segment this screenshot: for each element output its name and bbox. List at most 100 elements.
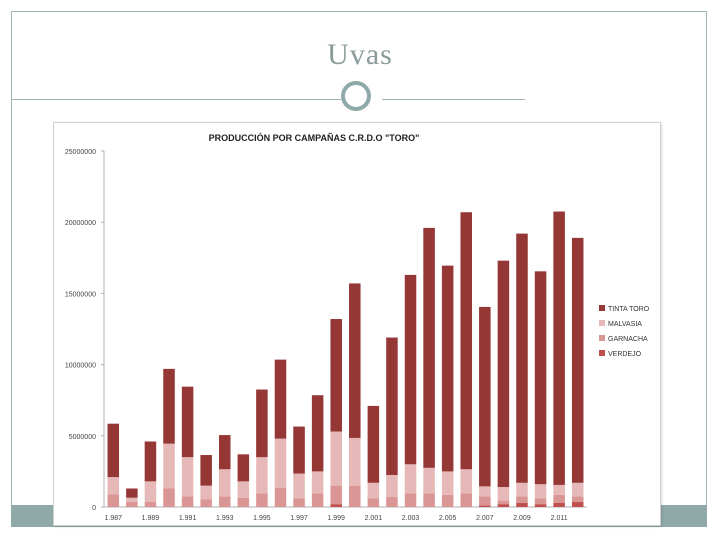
bar-malvasia-1.997: [293, 473, 305, 499]
bar-garnacha-1.988: [126, 502, 138, 507]
bar-malvasia-2.003: [404, 464, 417, 494]
x-tick-label: 1.989: [142, 515, 160, 522]
x-tick-label: 1.991: [179, 515, 197, 522]
bar-malvasia-2.012: [571, 482, 584, 497]
y-axis: 0 5000000 10000000 15000000 20000000 25000000: [65, 149, 105, 512]
x-tick-label: 1.997: [290, 515, 308, 522]
x-tick-label: 2.011: [551, 515, 568, 522]
bar-garnacha-1.991: [181, 496, 194, 507]
legend-swatch: [599, 335, 605, 341]
bar-tinta-toro-2.007: [479, 306, 491, 487]
bar-malvasia-1.995: [256, 457, 268, 494]
x-tick-label: 2.001: [365, 515, 383, 522]
bar-tinta-toro-2.003: [404, 274, 417, 465]
bar-tinta-toro-2.011: [553, 211, 565, 485]
bar-garnacha-1.998: [311, 493, 324, 507]
bar-malvasia-1.999: [330, 431, 342, 486]
bar-garnacha-1.999: [330, 485, 342, 505]
production-chart: PRODUCCIÓN POR CAMPAÑAS C.R.D.O "TORO" 0…: [65, 132, 650, 522]
y-tick-label: 15000000: [65, 291, 96, 298]
bar-tinta-toro-1.993: [218, 435, 231, 470]
legend-label: VERDEJO: [608, 351, 642, 358]
bar-tinta-toro-1.992: [200, 455, 212, 486]
chart-panel: PRODUCCIÓN POR CAMPAÑAS C.R.D.O "TORO" 0…: [53, 122, 661, 526]
bar-malvasia-1.987: [107, 477, 120, 495]
bar-malvasia-1.996: [274, 438, 287, 488]
bar-tinta-toro-1.991: [181, 386, 194, 458]
bar-malvasia-2.007: [479, 486, 491, 497]
bar-verdejo-2.010: [534, 504, 547, 507]
bar-tinta-toro-2.010: [534, 271, 547, 485]
bar-garnacha-1.997: [293, 498, 305, 507]
bar-malvasia-1.992: [200, 485, 212, 500]
legend-label: TINTA TORO: [608, 306, 650, 313]
bar-tinta-toro-1.989: [144, 441, 157, 482]
legend-swatch: [599, 320, 605, 326]
bar-verdejo-2.011: [553, 502, 565, 507]
bar-tinta-toro-1.988: [126, 488, 138, 498]
legend-label: MALVASIA: [608, 321, 642, 328]
bar-garnacha-2.003: [404, 493, 417, 507]
bar-garnacha-1.996: [274, 487, 287, 507]
bar-tinta-toro-1.987: [107, 423, 120, 478]
bar-garnacha-1.992: [200, 499, 212, 507]
x-tick-label: 2.005: [439, 515, 457, 522]
bars-group: [107, 211, 584, 507]
slide-title: Uvas: [327, 38, 393, 71]
bar-malvasia-2.002: [386, 474, 398, 498]
y-tick-label: 25000000: [65, 149, 96, 156]
bar-garnacha-2.005: [441, 494, 454, 507]
bar-garnacha-1.993: [218, 496, 231, 507]
bar-malvasia-1.988: [126, 497, 138, 503]
bar-verdejo-2.008: [497, 504, 510, 507]
x-tick-label: 1.993: [216, 515, 234, 522]
bar-malvasia-2.009: [516, 482, 528, 497]
bar-verdejo-2.012: [571, 502, 584, 507]
legend-label: GARNACHA: [608, 336, 648, 343]
legend-swatch: [599, 305, 605, 311]
bar-tinta-toro-2.009: [516, 233, 528, 483]
bar-tinta-toro-1.990: [163, 368, 175, 444]
bar-malvasia-1.990: [163, 443, 175, 489]
bar-tinta-toro-2.008: [497, 260, 510, 488]
bar-tinta-toro-2.000: [349, 283, 361, 438]
y-tick-label: 5000000: [69, 434, 96, 441]
bar-garnacha-2.009: [516, 496, 528, 503]
y-tick-label: 20000000: [65, 220, 96, 227]
bar-tinta-toro-2.001: [367, 405, 380, 483]
bar-malvasia-2.000: [349, 437, 361, 486]
bar-tinta-toro-2.004: [423, 227, 435, 468]
bar-garnacha-2.012: [571, 496, 584, 503]
x-tick-label: 1.995: [253, 515, 271, 522]
x-tick-label: 1.987: [105, 515, 123, 522]
title-circle-ornament: [341, 81, 371, 111]
bar-malvasia-1.991: [181, 457, 194, 497]
bar-tinta-toro-2.005: [441, 265, 454, 472]
bar-verdejo-2.007: [479, 505, 491, 507]
bar-malvasia-1.994: [237, 481, 250, 498]
y-tick-label: 10000000: [65, 363, 96, 370]
bar-tinta-toro-2.012: [571, 237, 584, 483]
bar-tinta-toro-1.998: [311, 395, 324, 472]
bar-tinta-toro-1.994: [237, 454, 250, 482]
bar-tinta-toro-1.999: [330, 319, 342, 432]
bar-garnacha-2.006: [460, 493, 473, 507]
bar-garnacha-1.990: [163, 488, 175, 507]
bar-malvasia-2.001: [367, 482, 380, 499]
bar-garnacha-2.002: [386, 497, 398, 507]
x-tick-label: 2.007: [476, 515, 494, 522]
bar-verdejo-1.999: [330, 504, 342, 507]
x-tick-label: 2.009: [513, 515, 531, 522]
bar-tinta-toro-1.995: [256, 389, 268, 458]
x-tick-label: 2.003: [402, 515, 420, 522]
bar-tinta-toro-2.006: [460, 212, 473, 470]
bar-garnacha-2.004: [423, 493, 435, 507]
legend-swatch: [599, 350, 605, 356]
bar-garnacha-2.011: [553, 494, 565, 503]
bar-malvasia-2.008: [497, 487, 510, 501]
bar-garnacha-2.007: [479, 496, 491, 506]
bar-garnacha-2.010: [534, 498, 547, 505]
bar-malvasia-2.005: [441, 471, 454, 495]
title-rule-left: [11, 99, 341, 100]
x-axis: 1.987 1.989 1.991 1.993 1.995 1.997 1.999 2.001…: [104, 506, 587, 522]
